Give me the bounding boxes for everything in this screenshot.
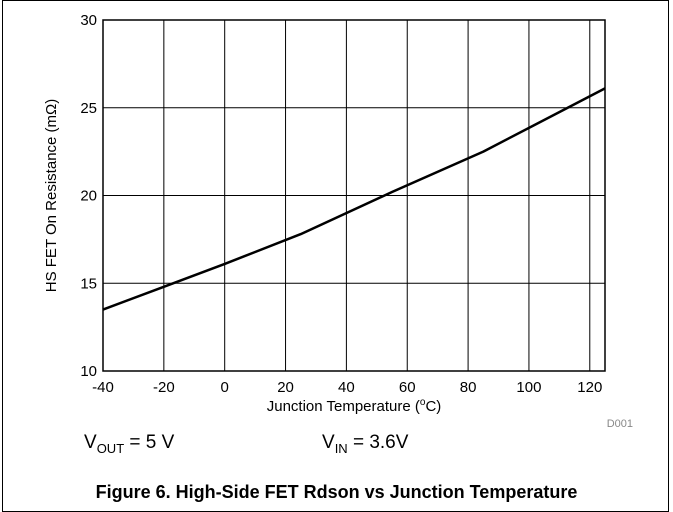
figure-id-annotation: D001 [607, 418, 633, 430]
y-axis-label: HS FET On Resistance (mΩ) [43, 99, 60, 292]
x-tick-label: 0 [221, 379, 229, 396]
y-tick-label: 20 [80, 188, 97, 205]
y-tick-label: 10 [80, 363, 97, 380]
y-tick-label: 25 [80, 100, 97, 117]
x-tick-label: -40 [92, 379, 114, 396]
chart: -40 -20 0 20 40 60 80 100 120 10 15 20 25 30 Junction… [43, 12, 633, 430]
x-tick-label: 80 [460, 379, 477, 396]
tick-labels: -40 -20 0 20 40 60 80 100 120 10 15 20 25 30 [80, 12, 602, 396]
x-tick-label: 120 [577, 379, 602, 396]
figure-caption: Figure 6. High-Side FET Rdson vs Junctio… [95, 482, 578, 502]
x-tick-label: 40 [338, 379, 355, 396]
grid [103, 20, 605, 371]
plot-area-frame [102, 19, 606, 372]
vout-value: = 5 V [124, 432, 175, 453]
x-axis-label-end: C) [425, 398, 441, 415]
y-tick-label: 15 [80, 275, 97, 292]
x-tick-label: 100 [516, 379, 541, 396]
y-tick-label: 30 [80, 12, 97, 29]
x-tick-label: 60 [399, 379, 416, 396]
x-axis-label-sup: o [420, 397, 426, 408]
frame-left-border [2, 0, 3, 512]
vin-value: = 3.6V [347, 432, 409, 453]
vout-subscript: OUT [96, 440, 125, 456]
x-tick-label: 20 [277, 379, 294, 396]
vin-condition: VIN = 3.6V [322, 432, 408, 456]
vin-subscript: IN [334, 440, 348, 456]
x-axis-label: Junction Temperature (oC) [267, 397, 442, 415]
x-axis-label-main: Junction Temperature ( [267, 398, 420, 415]
frame-top-border [2, 0, 669, 1]
vout-condition: VOUT = 5 V [84, 432, 174, 456]
vout-symbol: V [84, 432, 97, 453]
x-tick-label: -20 [153, 379, 175, 396]
series [102, 87, 606, 311]
frame-right-border [668, 0, 669, 512]
vin-symbol: V [322, 432, 335, 453]
series-line [102, 87, 606, 311]
